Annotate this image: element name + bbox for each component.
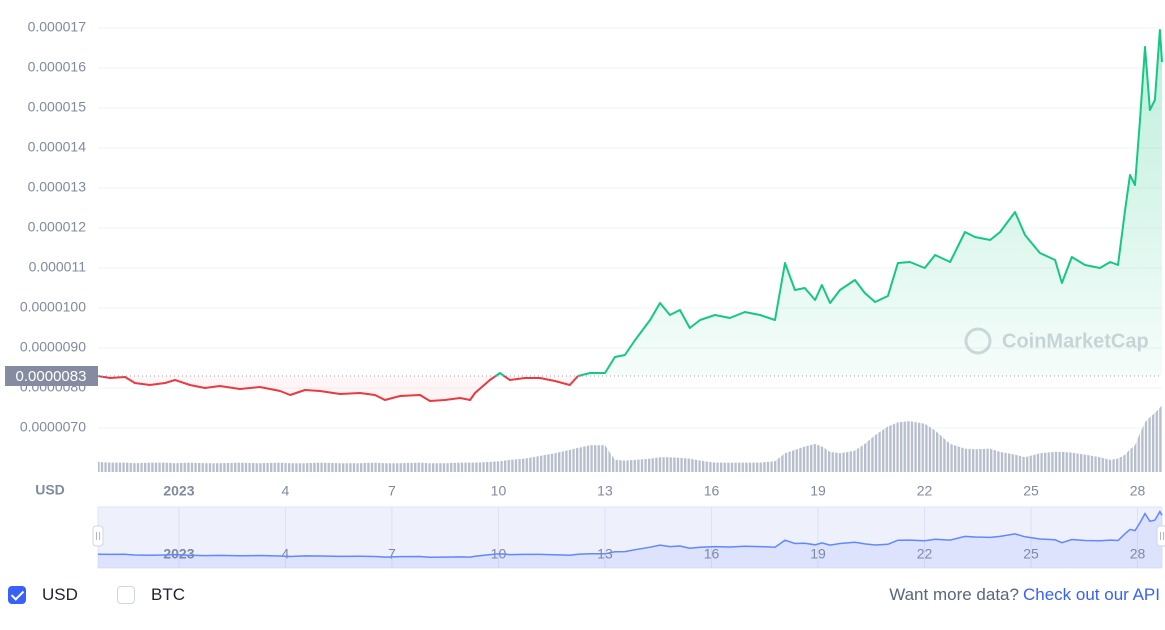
price-line — [97, 29, 1163, 402]
footer: Want more data? Check out our API — [889, 585, 1160, 605]
navigator-line — [97, 509, 1163, 558]
price-area — [98, 30, 1162, 401]
navigator-tick-label: 4 — [282, 546, 290, 562]
x-tick-label: 22 — [917, 483, 933, 499]
x-tick-label: 7 — [388, 483, 396, 499]
checkbox[interactable] — [117, 586, 135, 604]
footer-text: Want more data? — [889, 585, 1019, 604]
x-tick-label: 25 — [1023, 483, 1039, 499]
checkbox[interactable] — [8, 586, 26, 604]
y-tick-label: 0.000012 — [28, 219, 87, 235]
current-price-label: 0.0000083 — [16, 368, 87, 385]
y-tick-label: 0.000013 — [28, 179, 87, 195]
chart: 0.00000700.00000800.00000900.00001000.00… — [5, 19, 1165, 569]
x-tick-label: 19 — [810, 483, 826, 499]
x-tick-label: 4 — [282, 483, 290, 499]
navigator-tick-label: 2023 — [163, 546, 194, 562]
y-tick-label: 0.000014 — [28, 139, 87, 155]
navigator-tick-label: 25 — [1023, 546, 1039, 562]
volume — [98, 405, 1162, 472]
toggle-label: BTC — [151, 585, 185, 604]
navigator-tick-label: 19 — [810, 546, 826, 562]
navigator-handle[interactable] — [1156, 525, 1165, 547]
y-axis-label: USD — [35, 482, 65, 498]
navigator-tick-label: 7 — [388, 546, 396, 562]
y-tick-label: 0.000017 — [28, 19, 87, 35]
navigator-tick-label: 22 — [917, 546, 933, 562]
usd-toggle[interactable]: USD — [8, 585, 78, 605]
navigator-handle[interactable] — [92, 525, 104, 547]
x-tick-label: 28 — [1130, 483, 1146, 499]
navigator-area — [98, 511, 1162, 568]
toggle-label: USD — [42, 585, 78, 604]
y-tick-label: 0.000015 — [28, 99, 87, 115]
navigator-tick-label: 16 — [704, 546, 720, 562]
x-tick-label: 10 — [491, 483, 507, 499]
y-tick-label: 0.0000100 — [20, 299, 86, 315]
x-tick-label: 16 — [704, 483, 720, 499]
navigator-tick-label: 28 — [1130, 546, 1146, 562]
x-tick-label: 2023 — [163, 483, 194, 499]
y-tick-label: 0.0000090 — [20, 339, 86, 355]
x-tick-label: 13 — [597, 483, 613, 499]
y-tick-label: 0.000016 — [28, 59, 87, 75]
btc-toggle[interactable]: BTC — [117, 585, 185, 605]
controls: USD BTC Want more data? Check out our API — [0, 582, 1165, 612]
y-tick-label: 0.0000070 — [20, 419, 86, 435]
current-price-box — [5, 366, 98, 386]
y-tick-label: 0.000011 — [29, 259, 87, 275]
api-link[interactable]: Check out our API — [1022, 585, 1160, 604]
